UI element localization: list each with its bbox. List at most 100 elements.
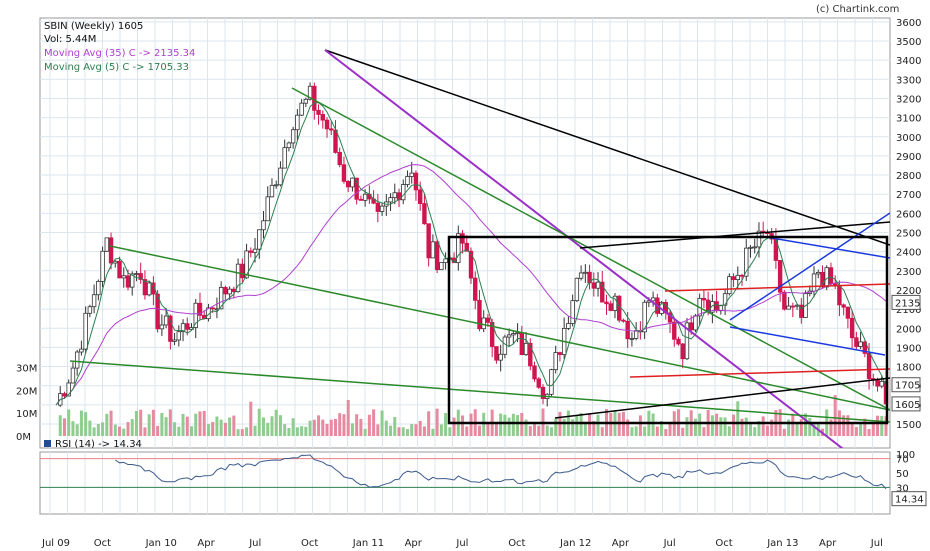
- candle-body: [159, 324, 165, 330]
- rsi-line: [115, 454, 887, 490]
- volume-bar: [744, 417, 748, 436]
- candle-body: [223, 287, 228, 295]
- candle-body: [307, 85, 313, 100]
- volume-bar: [617, 412, 621, 436]
- candle-body: [168, 315, 173, 342]
- volume-bar: [439, 424, 443, 436]
- volume-bar: [126, 422, 130, 436]
- volume-bar: [71, 421, 75, 436]
- candle-body: [549, 369, 554, 395]
- candle-body: [591, 282, 597, 289]
- price-badge-box: [891, 396, 921, 412]
- volume-bar: [634, 426, 638, 436]
- trendline: [629, 368, 890, 378]
- candle-body: [134, 273, 139, 275]
- candle-body: [295, 114, 300, 131]
- candle-body: [811, 273, 817, 292]
- candle-body: [252, 248, 258, 253]
- volume-bar: [270, 416, 274, 436]
- candle-body: [837, 285, 842, 306]
- volume-bar: [283, 424, 287, 436]
- volume-bar: [228, 417, 232, 436]
- candle-body: [731, 276, 736, 281]
- volume-bar: [528, 426, 532, 436]
- candle-body: [413, 172, 419, 191]
- rsi-badge: 14.34: [895, 495, 924, 506]
- candle-body: [320, 114, 325, 121]
- volume-bar: [626, 419, 630, 436]
- volume-bar: [151, 409, 155, 436]
- candle-body: [375, 202, 381, 212]
- candle-body: [727, 276, 732, 295]
- candle-body: [608, 303, 613, 311]
- volume-bar: [537, 425, 541, 436]
- candle-body: [511, 333, 516, 336]
- volume-bar: [448, 427, 452, 436]
- candle-body: [540, 386, 546, 399]
- volume-bar: [609, 413, 613, 436]
- volume-bar: [520, 413, 524, 436]
- volume-bar: [482, 412, 486, 436]
- volume-bar: [295, 427, 299, 436]
- candle-body: [79, 348, 84, 353]
- y-tick-label: 2200: [896, 286, 921, 297]
- candle-body: [269, 184, 275, 198]
- candle-body: [523, 342, 529, 356]
- volume-bar: [469, 413, 473, 436]
- volume-bar: [461, 415, 465, 436]
- volume-bar: [854, 427, 858, 436]
- candle-body: [536, 378, 541, 388]
- rsi-panel: [39, 451, 891, 515]
- volume-bar: [592, 421, 596, 436]
- volume-bar: [571, 419, 575, 436]
- volume-bar: [431, 428, 435, 436]
- candle-body: [621, 319, 626, 322]
- candle-body: [278, 167, 283, 186]
- candle-body: [100, 250, 105, 282]
- volume-bar: [317, 415, 321, 436]
- volume-bar: [397, 427, 401, 436]
- candle-body: [532, 365, 537, 380]
- volume-bar: [668, 421, 672, 436]
- rsi-legend-swatch: [44, 440, 51, 447]
- volume-bar: [329, 419, 333, 436]
- volume-bar: [414, 424, 418, 436]
- trendline: [324, 49, 844, 448]
- candle-body: [744, 247, 749, 277]
- volume-bar: [266, 422, 270, 436]
- candle-body: [862, 341, 868, 354]
- candle-body: [235, 263, 241, 293]
- candle-body: [130, 273, 135, 288]
- candle-body: [185, 323, 190, 330]
- candle-body: [828, 267, 834, 285]
- y-tick-label: 3100: [896, 114, 921, 125]
- candle-body: [172, 339, 177, 342]
- volume-bar: [583, 421, 587, 436]
- volume-bar: [257, 408, 261, 436]
- volume-bar: [223, 422, 227, 436]
- volume-bar: [333, 418, 337, 436]
- y-axis: 1500160017001800190020002100220023002400…: [16, 18, 921, 495]
- candle-body: [735, 274, 740, 281]
- candle-body: [485, 317, 491, 323]
- volume-bar: [575, 416, 579, 436]
- candle-body: [777, 260, 783, 293]
- trendline: [69, 360, 890, 423]
- volume-bar: [359, 418, 363, 436]
- y-tick-label: 1500: [896, 420, 921, 431]
- candle-body: [430, 241, 436, 259]
- candle-body: [312, 85, 317, 111]
- volume-bar: [75, 424, 79, 436]
- volume-bar: [812, 424, 816, 436]
- volume-bar: [363, 428, 367, 436]
- volume-bar: [507, 417, 511, 436]
- volume-bar: [173, 422, 177, 436]
- candle-body: [642, 301, 647, 333]
- candle-body: [257, 229, 262, 250]
- volume-bar: [503, 414, 507, 436]
- x-tick-label: Jul: [663, 538, 676, 549]
- volume-bar: [782, 428, 786, 436]
- volume-bar: [494, 422, 498, 436]
- candle-body: [587, 271, 592, 284]
- volume-bar: [308, 420, 312, 436]
